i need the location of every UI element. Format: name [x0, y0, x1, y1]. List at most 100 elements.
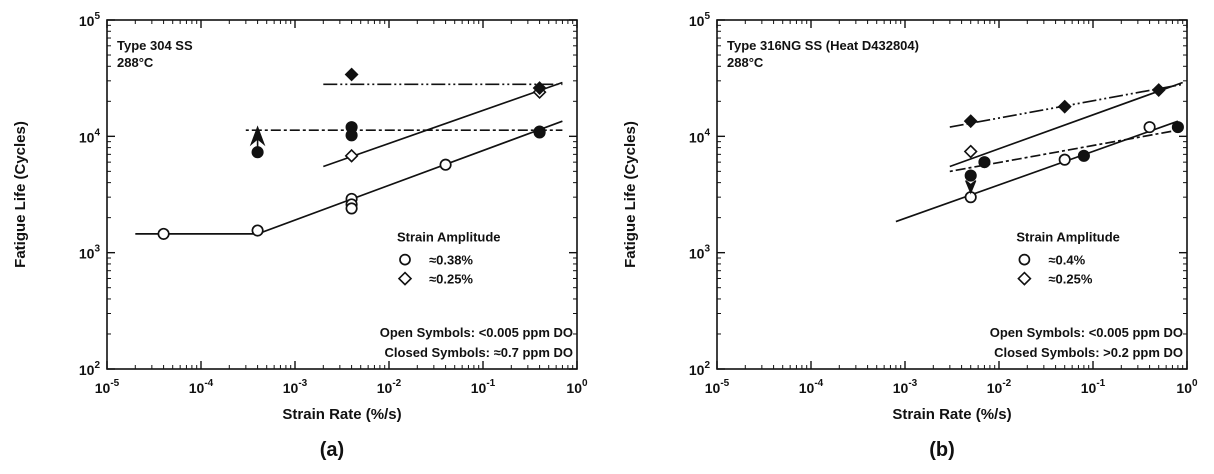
closed-diamond-point: [963, 114, 978, 129]
open-circle-point: [1143, 121, 1156, 134]
open-circle-point: [345, 202, 358, 215]
material-label: Type 316NG SS (Heat D432804): [727, 38, 919, 53]
x-tick-label: 100: [1176, 378, 1198, 396]
x-tick-base: 10: [189, 380, 205, 396]
chart-panel-a: 10-5 10-4 10-3 10-2 10-1 100102103104105Strai…: [12, 11, 588, 461]
x-tick-exponent: -3: [908, 378, 917, 389]
x-tick-base: 10: [987, 380, 1003, 396]
fit-line-solid: [949, 81, 1183, 168]
y-tick-base: 10: [689, 129, 705, 145]
y-tick-label: 102: [79, 360, 101, 378]
open-circle-point: [439, 158, 452, 171]
x-tick-exponent: 0: [582, 378, 588, 389]
x-tick-exponent: -4: [204, 378, 213, 389]
closed-diamond-point: [1151, 83, 1166, 97]
open-circle-point: [1058, 153, 1071, 166]
legend-diamond-marker: [1017, 271, 1032, 286]
x-tick-base: 10: [377, 380, 393, 396]
fit-line-solid: [323, 81, 563, 168]
y-tick-exponent: 4: [94, 127, 100, 138]
y-tick-exponent: 2: [704, 360, 710, 371]
x-axis-title: Strain Rate (%/s): [892, 406, 1011, 423]
x-tick-exponent: -5: [110, 378, 119, 389]
closed-diamond-point: [344, 67, 359, 82]
legend-circle-marker: [399, 253, 411, 266]
x-tick-label: 10-1: [471, 378, 496, 396]
x-tick-label: 10-4: [799, 378, 824, 396]
y-tick-label: 103: [79, 244, 101, 262]
x-tick-label: 100: [566, 378, 588, 396]
symbol-note: Open Symbols: <0.005 ppm DO: [380, 325, 573, 340]
x-tick-label: 10-2: [377, 378, 402, 396]
plot-frame: [106, 19, 578, 370]
symbol-note: Open Symbols: <0.005 ppm DO: [990, 325, 1183, 340]
x-tick-base: 10: [471, 380, 487, 396]
y-tick-base: 10: [689, 246, 705, 262]
panel-label: (b): [929, 439, 955, 461]
y-tick-label: 104: [79, 127, 101, 145]
y-tick-base: 10: [689, 362, 705, 378]
x-tick-base: 10: [893, 380, 909, 396]
x-tick-exponent: -2: [392, 378, 401, 389]
y-axis-title: Fatigue Life (Cycles): [12, 121, 29, 268]
x-tick-exponent: -1: [486, 378, 495, 389]
x-tick-label: 10-5: [705, 378, 730, 396]
chart-panel-b: 10-5 10-4 10-3 10-2 10-1 100102103104105Strai…: [622, 11, 1198, 461]
x-tick-label: 10-2: [987, 378, 1012, 396]
x-tick-exponent: -5: [720, 378, 729, 389]
x-tick-exponent: -2: [1002, 378, 1011, 389]
fit-line-solid: [895, 120, 1179, 223]
legend-title: Strain Amplitude: [1016, 230, 1120, 245]
y-tick-exponent: 3: [94, 244, 100, 255]
x-tick-base: 10: [95, 380, 111, 396]
x-tick-exponent: -1: [1096, 378, 1105, 389]
closed-diamond-point: [532, 81, 547, 95]
minor-ticks: [107, 20, 577, 369]
material-label: 288°C: [117, 55, 154, 70]
y-tick-exponent: 5: [94, 11, 100, 22]
y-tick-base: 10: [79, 246, 95, 262]
y-tick-exponent: 4: [704, 127, 710, 138]
legend-label: ≈0.25%: [1048, 272, 1092, 287]
y-tick-exponent: 3: [704, 244, 710, 255]
legend-circle-marker: [1018, 253, 1031, 266]
x-tick-base: 10: [799, 380, 815, 396]
x-tick-label: 10-3: [893, 378, 918, 396]
y-axis-title: Fatigue Life (Cycles): [622, 121, 639, 268]
y-tick-label: 103: [689, 244, 711, 262]
open-diamond-point: [963, 144, 978, 159]
symbol-note: Closed Symbols: >0.2 ppm DO: [994, 345, 1183, 360]
x-tick-base: 10: [705, 380, 721, 396]
x-tick-base: 10: [1081, 380, 1097, 396]
data-markers: [157, 67, 547, 240]
y-tick-base: 10: [79, 13, 95, 29]
closed-circle-point: [345, 129, 358, 142]
panel-label: (a): [320, 439, 344, 461]
runout-arrow-marker: [965, 180, 977, 195]
minor-ticks: [717, 20, 1187, 369]
data-markers: [963, 83, 1184, 204]
closed-circle-point: [978, 156, 991, 169]
x-tick-label: 10-1: [1081, 378, 1106, 396]
closed-circle-point: [1077, 149, 1090, 162]
closed-circle-point: [1171, 121, 1184, 134]
legend-label: ≈0.25%: [429, 272, 473, 287]
open-diamond-point: [344, 148, 359, 163]
closed-diamond-point: [1057, 99, 1072, 114]
material-label: Type 304 SS: [117, 38, 193, 53]
fit-lines: [895, 81, 1183, 223]
x-tick-label: 10-3: [283, 378, 308, 396]
x-tick-exponent: -4: [814, 378, 823, 389]
y-tick-base: 10: [79, 362, 95, 378]
y-tick-exponent: 2: [94, 360, 100, 371]
closed-circle-point: [964, 169, 977, 182]
symbol-note: Closed Symbols: ≈0.7 ppm DO: [385, 345, 573, 360]
legend-title: Strain Amplitude: [397, 230, 501, 245]
x-axis-title: Strain Rate (%/s): [282, 406, 401, 423]
y-tick-label: 102: [689, 360, 711, 378]
y-tick-label: 105: [79, 11, 101, 29]
x-tick-exponent: -3: [298, 378, 307, 389]
closed-circle-point: [533, 125, 546, 138]
